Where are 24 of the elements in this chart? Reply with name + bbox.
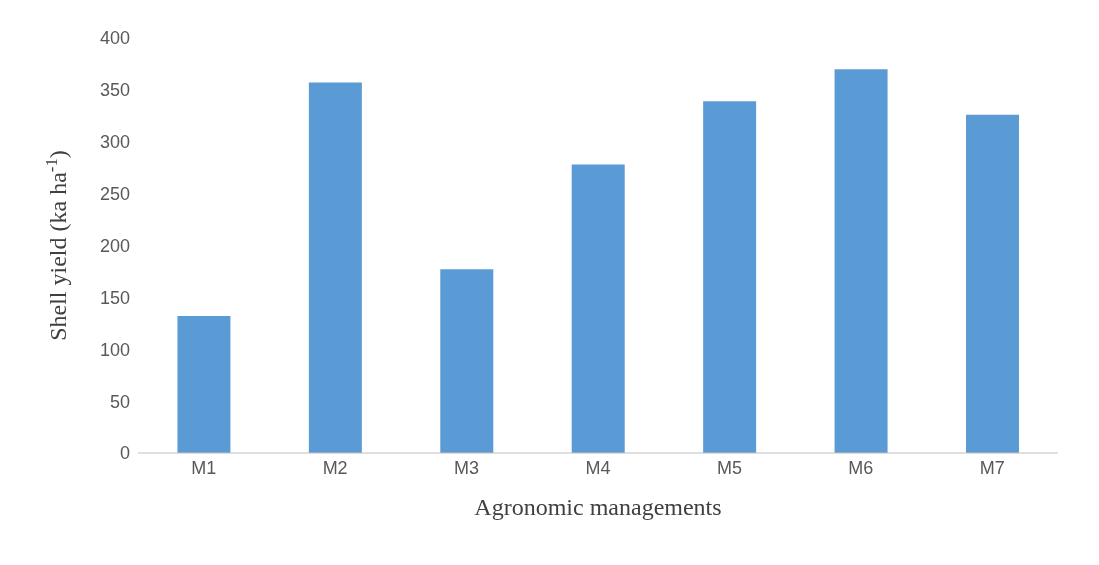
bar bbox=[834, 69, 888, 453]
bar bbox=[440, 269, 494, 453]
x-tick-label: M3 bbox=[454, 457, 480, 478]
x-axis-title: Agronomic managements bbox=[474, 494, 722, 520]
y-tick-label: 350 bbox=[99, 80, 130, 101]
x-tick-label: M5 bbox=[716, 457, 742, 478]
y-tick-label: 250 bbox=[99, 184, 130, 205]
y-tick-label: 100 bbox=[99, 339, 130, 360]
x-tick-label: M6 bbox=[848, 457, 874, 478]
bar bbox=[571, 164, 625, 453]
x-tick-label: M4 bbox=[585, 457, 611, 478]
x-tick-label: M2 bbox=[322, 457, 348, 478]
y-tick-label: 150 bbox=[99, 287, 130, 308]
y-tick-label: 0 bbox=[119, 443, 130, 464]
x-tick-label: M7 bbox=[979, 457, 1005, 478]
bar bbox=[966, 114, 1019, 453]
y-tick-label: 50 bbox=[109, 391, 130, 412]
bar bbox=[308, 82, 362, 453]
y-tick-label: 400 bbox=[99, 28, 130, 49]
y-tick-label: 200 bbox=[99, 235, 130, 256]
bar bbox=[177, 316, 231, 453]
x-tick-label: M1 bbox=[191, 457, 217, 478]
y-tick-label: 300 bbox=[99, 132, 130, 153]
bar bbox=[703, 101, 757, 453]
